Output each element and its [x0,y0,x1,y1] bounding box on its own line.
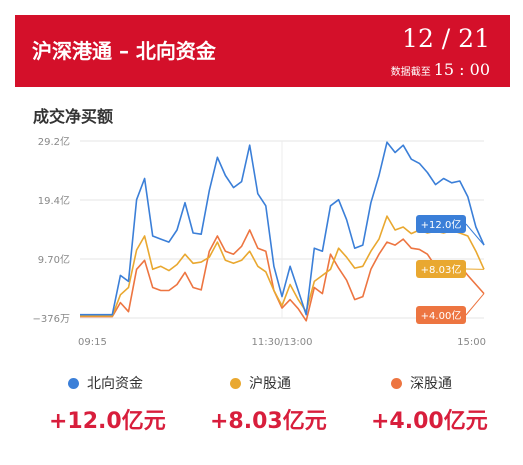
end-connector [465,223,485,246]
y-tick-label: 9.70亿 [38,253,70,266]
x-tick-label: 09:15 [78,337,107,348]
legend-dot-shenzhen [391,378,402,389]
as-of-time: 15 : 00 [433,60,490,79]
y-tick-label: 19.4亿 [38,194,70,207]
header-banner: 沪深港通 – 北向资金 12 / 21 数据截至 15 : 00 [15,15,510,87]
total-northbound: +12.0亿元 [49,409,166,434]
x-tick-label: 15:00 [457,337,486,348]
total-shanghai: +8.03亿元 [210,409,327,434]
series-line-northbound [80,141,485,316]
end-label-shenzhen-bg [416,306,466,324]
legend-label-shanghai: 沪股通 [249,376,291,392]
y-tick-label: −376万 [33,314,70,325]
legend-item-shanghai: 沪股通 [230,373,291,393]
end-label-northbound: +12.0亿 [421,218,462,231]
section-title: 成交净买额 [33,107,114,126]
x-tick-label: 11:30/13:00 [251,337,312,348]
end-label-northbound-bg [416,215,466,233]
chart-end-labels: +12.0亿 +8.03亿 +4.00亿 [416,215,485,324]
end-label-shanghai: +8.03亿 [421,263,462,276]
legend-label-shenzhen: 深股通 [410,376,452,392]
chart-axis-labels: 29.2亿 19.4亿 9.70亿 −376万 09:15 11:30/13:00 15:0… [33,135,486,348]
legend-dot-shanghai [230,378,241,389]
end-label-shenzhen: +4.00亿 [421,309,462,322]
end-label-shanghai-bg [416,260,466,278]
total-shenzhen: +4.00亿元 [371,409,488,434]
header-as-of: 数据截至 15 : 00 [391,60,490,79]
series-line-shenzhen [80,229,485,322]
as-of-label: 数据截至 [390,67,431,78]
header-title: 沪深港通 – 北向资金 [32,39,216,63]
y-tick-label: 29.2亿 [38,135,70,148]
end-connector [465,293,485,316]
legend-label-northbound: 北向资金 [87,376,143,392]
net-buy-line-chart: 29.2亿 19.4亿 9.70亿 −376万 09:15 11:30/13:00 15:0… [33,135,486,348]
legend-item-shenzhen: 深股通 [391,373,452,393]
legend-item-northbound: 北向资金 [68,373,143,393]
header-date: 12 / 21 [402,24,490,53]
legend-dot-northbound [68,378,79,389]
